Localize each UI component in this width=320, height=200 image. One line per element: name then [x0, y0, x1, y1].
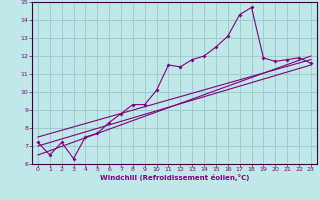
X-axis label: Windchill (Refroidissement éolien,°C): Windchill (Refroidissement éolien,°C): [100, 174, 249, 181]
